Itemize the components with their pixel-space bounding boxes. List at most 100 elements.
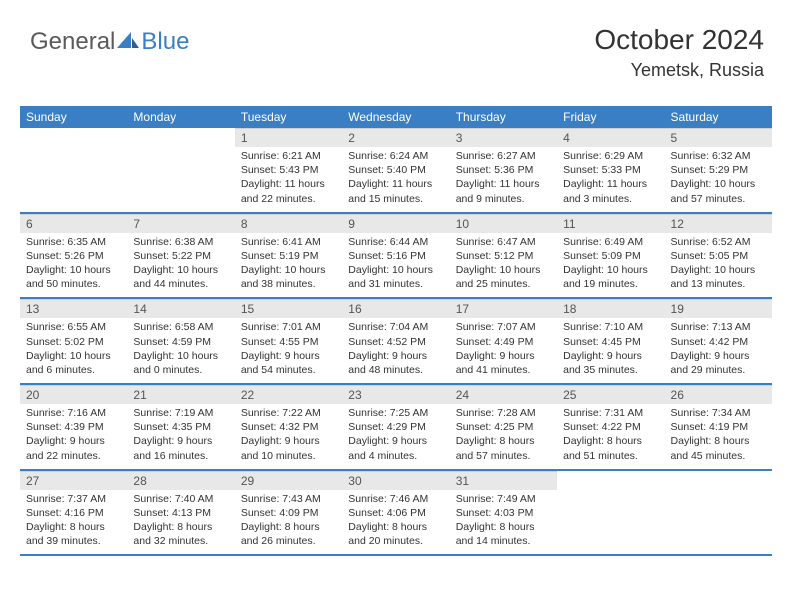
day-content: Sunrise: 6:44 AMSunset: 5:16 PMDaylight:… — [342, 233, 449, 298]
day-content: Sunrise: 7:01 AMSunset: 4:55 PMDaylight:… — [235, 318, 342, 383]
day-content: Sunrise: 7:10 AMSunset: 4:45 PMDaylight:… — [557, 318, 664, 383]
sunrise-text: Sunrise: 7:37 AM — [26, 492, 121, 506]
logo: General Blue — [30, 28, 189, 56]
daylight-text: Daylight: 9 hours and 41 minutes. — [456, 349, 551, 377]
day-content: Sunrise: 6:32 AMSunset: 5:29 PMDaylight:… — [665, 147, 772, 212]
day-cell: 19Sunrise: 7:13 AMSunset: 4:42 PMDayligh… — [665, 299, 772, 383]
sunset-text: Sunset: 4:55 PM — [241, 335, 336, 349]
sunset-text: Sunset: 5:22 PM — [133, 249, 228, 263]
day-number: 12 — [665, 214, 772, 233]
month-title: October 2024 — [594, 24, 764, 56]
sunrise-text: Sunrise: 7:07 AM — [456, 320, 551, 334]
sunset-text: Sunset: 4:45 PM — [563, 335, 658, 349]
sunrise-text: Sunrise: 7:19 AM — [133, 406, 228, 420]
sunset-text: Sunset: 4:59 PM — [133, 335, 228, 349]
daylight-text: Daylight: 10 hours and 6 minutes. — [26, 349, 121, 377]
day-cell: 12Sunrise: 6:52 AMSunset: 5:05 PMDayligh… — [665, 214, 772, 298]
days-header: SundayMondayTuesdayWednesdayThursdayFrid… — [20, 106, 772, 128]
daylight-text: Daylight: 11 hours and 22 minutes. — [241, 177, 336, 205]
sunset-text: Sunset: 4:39 PM — [26, 420, 121, 434]
day-number: 10 — [450, 214, 557, 233]
sunset-text: Sunset: 5:02 PM — [26, 335, 121, 349]
sunset-text: Sunset: 5:40 PM — [348, 163, 443, 177]
day-cell: 2Sunrise: 6:24 AMSunset: 5:40 PMDaylight… — [342, 128, 449, 212]
sunset-text: Sunset: 5:33 PM — [563, 163, 658, 177]
day-cell: 17Sunrise: 7:07 AMSunset: 4:49 PMDayligh… — [450, 299, 557, 383]
day-header-thursday: Thursday — [450, 106, 557, 128]
daylight-text: Daylight: 9 hours and 10 minutes. — [241, 434, 336, 462]
day-number: 29 — [235, 471, 342, 490]
day-content: Sunrise: 7:49 AMSunset: 4:03 PMDaylight:… — [450, 490, 557, 555]
day-content: Sunrise: 7:07 AMSunset: 4:49 PMDaylight:… — [450, 318, 557, 383]
day-cell: 1Sunrise: 6:21 AMSunset: 5:43 PMDaylight… — [235, 128, 342, 212]
sunrise-text: Sunrise: 6:52 AM — [671, 235, 766, 249]
daylight-text: Daylight: 9 hours and 29 minutes. — [671, 349, 766, 377]
empty-cell — [665, 471, 772, 555]
logo-text-blue: Blue — [141, 28, 189, 56]
day-cell: 28Sunrise: 7:40 AMSunset: 4:13 PMDayligh… — [127, 471, 234, 555]
daylight-text: Daylight: 11 hours and 15 minutes. — [348, 177, 443, 205]
day-content: Sunrise: 7:34 AMSunset: 4:19 PMDaylight:… — [665, 404, 772, 469]
sunrise-text: Sunrise: 7:40 AM — [133, 492, 228, 506]
sunrise-text: Sunrise: 6:55 AM — [26, 320, 121, 334]
day-cell: 25Sunrise: 7:31 AMSunset: 4:22 PMDayligh… — [557, 385, 664, 469]
sunset-text: Sunset: 4:13 PM — [133, 506, 228, 520]
day-number: 19 — [665, 299, 772, 318]
week-row: 1Sunrise: 6:21 AMSunset: 5:43 PMDaylight… — [20, 128, 772, 214]
sunrise-text: Sunrise: 6:29 AM — [563, 149, 658, 163]
daylight-text: Daylight: 8 hours and 45 minutes. — [671, 434, 766, 462]
day-number: 8 — [235, 214, 342, 233]
sunset-text: Sunset: 5:09 PM — [563, 249, 658, 263]
day-content: Sunrise: 6:58 AMSunset: 4:59 PMDaylight:… — [127, 318, 234, 383]
day-number: 4 — [557, 128, 664, 147]
sunrise-text: Sunrise: 6:44 AM — [348, 235, 443, 249]
sunrise-text: Sunrise: 6:41 AM — [241, 235, 336, 249]
day-content: Sunrise: 7:40 AMSunset: 4:13 PMDaylight:… — [127, 490, 234, 555]
day-cell: 26Sunrise: 7:34 AMSunset: 4:19 PMDayligh… — [665, 385, 772, 469]
day-cell: 22Sunrise: 7:22 AMSunset: 4:32 PMDayligh… — [235, 385, 342, 469]
daylight-text: Daylight: 11 hours and 3 minutes. — [563, 177, 658, 205]
calendar: SundayMondayTuesdayWednesdayThursdayFrid… — [20, 106, 772, 556]
day-number: 28 — [127, 471, 234, 490]
day-cell: 30Sunrise: 7:46 AMSunset: 4:06 PMDayligh… — [342, 471, 449, 555]
day-cell: 21Sunrise: 7:19 AMSunset: 4:35 PMDayligh… — [127, 385, 234, 469]
day-cell: 14Sunrise: 6:58 AMSunset: 4:59 PMDayligh… — [127, 299, 234, 383]
day-content: Sunrise: 7:37 AMSunset: 4:16 PMDaylight:… — [20, 490, 127, 555]
day-number: 18 — [557, 299, 664, 318]
day-number: 5 — [665, 128, 772, 147]
daylight-text: Daylight: 10 hours and 25 minutes. — [456, 263, 551, 291]
sunset-text: Sunset: 4:06 PM — [348, 506, 443, 520]
day-number: 14 — [127, 299, 234, 318]
sunrise-text: Sunrise: 6:49 AM — [563, 235, 658, 249]
day-number: 21 — [127, 385, 234, 404]
sunrise-text: Sunrise: 7:16 AM — [26, 406, 121, 420]
sunset-text: Sunset: 5:29 PM — [671, 163, 766, 177]
day-cell: 23Sunrise: 7:25 AMSunset: 4:29 PMDayligh… — [342, 385, 449, 469]
day-header-sunday: Sunday — [20, 106, 127, 128]
logo-sail-icon — [117, 30, 139, 55]
daylight-text: Daylight: 10 hours and 0 minutes. — [133, 349, 228, 377]
sunrise-text: Sunrise: 7:28 AM — [456, 406, 551, 420]
sunrise-text: Sunrise: 7:04 AM — [348, 320, 443, 334]
day-cell: 5Sunrise: 6:32 AMSunset: 5:29 PMDaylight… — [665, 128, 772, 212]
daylight-text: Daylight: 8 hours and 57 minutes. — [456, 434, 551, 462]
day-cell: 4 Sunrise: 6:29 AMSunset: 5:33 PMDaylight… — [557, 128, 664, 212]
sunrise-text: Sunrise: 7:22 AM — [241, 406, 336, 420]
day-content: Sunrise: 6:35 AMSunset: 5:26 PMDaylight:… — [20, 233, 127, 298]
day-content: Sunrise: 6:55 AMSunset: 5:02 PMDaylight:… — [20, 318, 127, 383]
day-content: Sunrise: 7:46 AMSunset: 4:06 PMDaylight:… — [342, 490, 449, 555]
header-right: October 2024 Yemetsk, Russia — [594, 24, 764, 81]
sunrise-text: Sunrise: 7:10 AM — [563, 320, 658, 334]
day-cell: 29Sunrise: 7:43 AMSunset: 4:09 PMDayligh… — [235, 471, 342, 555]
day-number: 22 — [235, 385, 342, 404]
sunset-text: Sunset: 5:43 PM — [241, 163, 336, 177]
day-content: Sunrise: 7:04 AMSunset: 4:52 PMDaylight:… — [342, 318, 449, 383]
daylight-text: Daylight: 9 hours and 48 minutes. — [348, 349, 443, 377]
sunrise-text: Sunrise: 7:49 AM — [456, 492, 551, 506]
daylight-text: Daylight: 9 hours and 54 minutes. — [241, 349, 336, 377]
day-header-monday: Monday — [127, 106, 234, 128]
sunrise-text: Sunrise: 6:38 AM — [133, 235, 228, 249]
sunrise-text: Sunrise: 7:43 AM — [241, 492, 336, 506]
day-cell: 6Sunrise: 6:35 AMSunset: 5:26 PMDaylight… — [20, 214, 127, 298]
sunset-text: Sunset: 5:12 PM — [456, 249, 551, 263]
